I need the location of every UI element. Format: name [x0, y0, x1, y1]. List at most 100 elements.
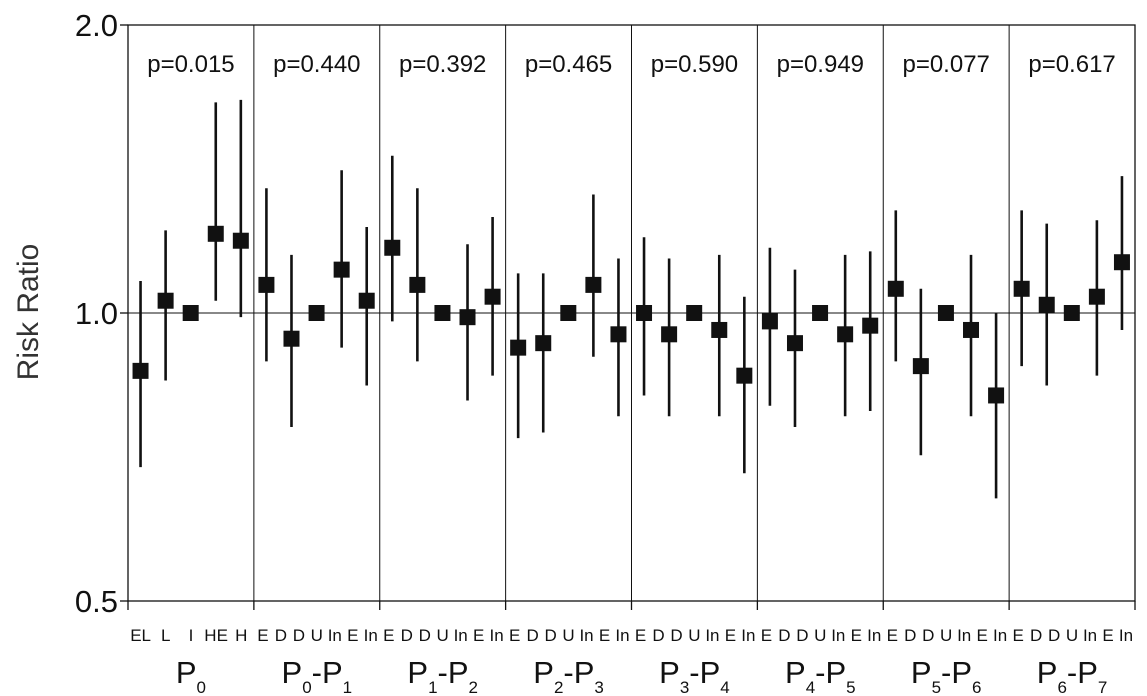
x-category-label: U: [1066, 626, 1078, 645]
x-category-label: D: [922, 626, 934, 645]
x-category-label: In: [579, 626, 593, 645]
x-category-label: In: [454, 626, 468, 645]
point-estimate: [812, 305, 829, 321]
x-category-label: E: [1012, 626, 1023, 645]
group-label-text: P: [282, 655, 303, 690]
x-category-label: E: [635, 626, 646, 645]
x-category-label: D: [1030, 626, 1042, 645]
x-category-label: D: [401, 626, 413, 645]
group-label-text: P: [407, 655, 428, 690]
x-category-label: In: [490, 626, 504, 645]
x-category-label: HE: [204, 626, 228, 645]
point-estimate: [887, 280, 904, 297]
point-estimate: [937, 305, 954, 321]
point-estimate: [1063, 305, 1080, 321]
group-label-subscript: 5: [846, 678, 855, 696]
point-estimate: [232, 232, 249, 249]
x-category-label: E: [383, 626, 394, 645]
x-category-label: In: [705, 626, 719, 645]
group-label: P0-P1: [282, 655, 353, 696]
group-label: P5-P6: [911, 655, 982, 696]
x-category-label: D: [419, 626, 431, 645]
group-label-subscript: 3: [594, 678, 603, 696]
point-estimate: [132, 362, 149, 379]
x-category-label: U: [562, 626, 574, 645]
x-category-label: E: [509, 626, 520, 645]
point-estimate: [358, 292, 375, 309]
point-estimate: [610, 326, 627, 343]
group-label-subscript: 0: [197, 678, 206, 696]
point-estimate: [384, 239, 401, 256]
group-label-text: -P: [941, 655, 972, 690]
group-label: P6-P7: [1037, 655, 1108, 696]
point-estimate: [1088, 288, 1105, 305]
group-label-subscript: 1: [343, 678, 352, 696]
y-tick-label: 1.0: [75, 296, 118, 331]
x-category-label: In: [1083, 626, 1097, 645]
x-category-label: In: [615, 626, 629, 645]
x-category-label: E: [347, 626, 358, 645]
x-category-label: In: [328, 626, 342, 645]
point-estimate: [409, 276, 426, 293]
point-estimate: [1113, 254, 1130, 271]
point-estimate: [535, 335, 552, 352]
group-label-subscript: 6: [1057, 678, 1066, 696]
point-estimate: [207, 225, 224, 242]
group-label-text: P: [176, 655, 197, 690]
x-category-label: D: [904, 626, 916, 645]
point-estimate: [988, 387, 1005, 404]
point-estimate: [786, 335, 803, 352]
group-label-text: P: [911, 655, 932, 690]
group-label-subscript: 5: [932, 678, 941, 696]
x-category-label: U: [437, 626, 449, 645]
p-value-label: p=0.392: [399, 51, 486, 78]
p-value-label: p=0.465: [525, 51, 612, 78]
x-category-label: D: [275, 626, 287, 645]
x-category-label: In: [741, 626, 755, 645]
p-value-label: p=0.440: [273, 51, 360, 78]
point-estimate: [736, 367, 753, 384]
point-estimate: [157, 292, 174, 309]
point-estimate: [761, 313, 778, 330]
x-category-label: E: [1102, 626, 1113, 645]
x-category-label: D: [544, 626, 556, 645]
group-label-text: -P: [312, 655, 343, 690]
x-category-label: D: [526, 626, 538, 645]
group-label-subscript: 2: [469, 678, 478, 696]
group-label: P3-P4: [659, 655, 730, 696]
y-tick-label: 0.5: [75, 584, 118, 619]
point-estimate: [434, 305, 451, 321]
point-estimate: [484, 288, 501, 305]
group-label-subscript: 7: [1098, 678, 1107, 696]
point-estimate: [283, 330, 300, 347]
x-category-label: In: [364, 626, 378, 645]
point-estimate: [333, 261, 350, 278]
x-category-label: D: [778, 626, 790, 645]
x-category-label: In: [957, 626, 971, 645]
x-category-label: U: [688, 626, 700, 645]
point-estimate: [912, 358, 929, 375]
group-label-text: -P: [438, 655, 469, 690]
x-category-label: D: [796, 626, 808, 645]
x-category-label: In: [867, 626, 881, 645]
point-estimate: [585, 276, 602, 293]
group-label-text: P: [1037, 655, 1058, 690]
x-category-label: In: [1119, 626, 1133, 645]
point-estimate: [258, 276, 275, 293]
group-label: P0: [176, 655, 206, 696]
x-category-label: L: [161, 626, 170, 645]
point-estimate: [686, 305, 703, 321]
p-value-label: p=0.617: [1028, 51, 1115, 78]
y-axis-title: Risk Ratio: [12, 244, 45, 381]
x-category-label: H: [235, 626, 247, 645]
group-label: P2-P3: [533, 655, 604, 696]
point-estimate: [711, 321, 728, 338]
y-tick-label: 2.0: [75, 8, 118, 43]
group-label-subscript: 3: [680, 678, 689, 696]
grid-layer: [120, 24, 1136, 610]
x-category-label: E: [761, 626, 772, 645]
x-category-label: E: [725, 626, 736, 645]
point-estimate: [1013, 280, 1030, 297]
group-label-subscript: 1: [428, 678, 437, 696]
